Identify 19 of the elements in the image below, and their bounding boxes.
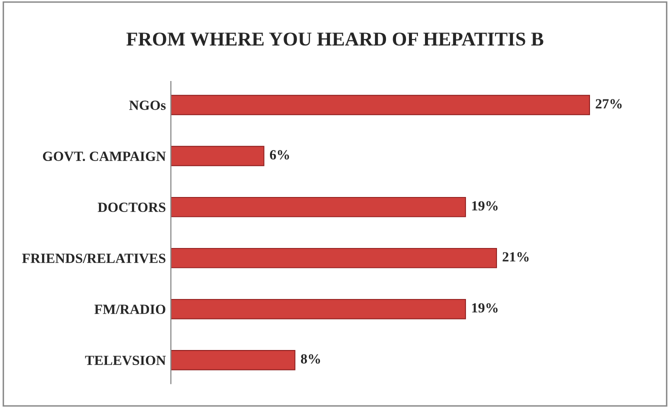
bar [170, 196, 466, 218]
bar [170, 350, 296, 370]
bar [170, 298, 466, 320]
bar [170, 146, 264, 166]
data-label: 19% [472, 303, 498, 313]
y-tick-label: DOCTORS [98, 202, 166, 212]
y-tick-label: FM/RADIO [94, 304, 166, 314]
data-label: 6% [270, 150, 289, 160]
bar [170, 248, 497, 268]
chart-title: FROM WHERE YOU HEARD OF HEPATITIS B [126, 32, 544, 46]
data-label: 21% [502, 252, 529, 262]
y-tick-label: GOVT. CAMPAIGN [42, 152, 166, 162]
data-label: 19% [472, 201, 498, 211]
bar [170, 94, 590, 116]
data-label: 8% [300, 354, 320, 364]
data-label: 27% [596, 99, 622, 109]
y-tick-label: TELEVSION [85, 356, 166, 366]
y-tick-label: NGOs [129, 100, 166, 110]
y-tick-label: FRIENDS/RELATIVES [22, 254, 166, 264]
